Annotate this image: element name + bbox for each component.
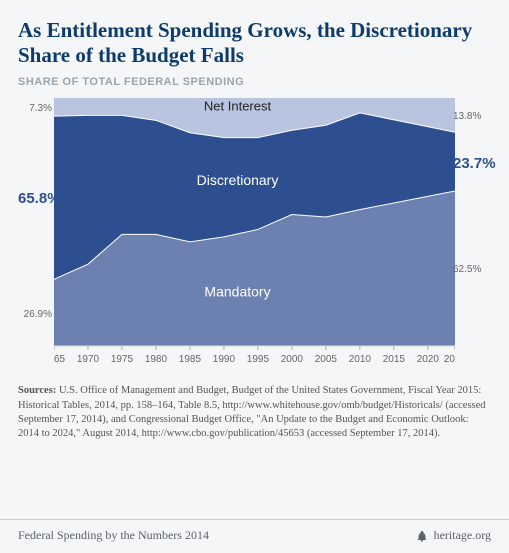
chart-subtitle: SHARE OF TOTAL FEDERAL SPENDING xyxy=(18,76,491,88)
x-tick-label: 1970 xyxy=(77,354,100,365)
left-value-label: 65.8% xyxy=(18,190,52,207)
sources-body: U.S. Office of Management and Budget, Bu… xyxy=(18,385,486,439)
right-value-label: 62.5% xyxy=(453,264,491,275)
sources-text: Sources: U.S. Office of Management and B… xyxy=(18,384,491,441)
left-value-label: 26.9% xyxy=(18,309,52,320)
x-tick-label: 1995 xyxy=(247,354,270,365)
layer-label: Mandatory xyxy=(204,284,270,300)
footer-right: heritage.org xyxy=(434,528,491,543)
left-value-label: 7.3% xyxy=(18,103,52,114)
sources-label: Sources: xyxy=(18,385,56,396)
right-value-label: 23.7% xyxy=(453,155,491,172)
x-tick-label: 1975 xyxy=(111,354,134,365)
footer-left: Federal Spending by the Numbers 2014 xyxy=(18,528,209,543)
x-tick-label: 1980 xyxy=(145,354,168,365)
x-tick-label: 2010 xyxy=(349,354,372,365)
x-tick-label: 1985 xyxy=(179,354,202,365)
layer-label: Discretionary xyxy=(197,172,279,188)
x-tick-label: 2015 xyxy=(383,354,406,365)
layer-label: Net Interest xyxy=(204,99,272,114)
bell-icon xyxy=(416,530,428,542)
right-value-label: 13.8% xyxy=(453,111,491,122)
chart-plot-area: 1965 1970 1975 1980 1985 1990 1995 2000 2005 2010… xyxy=(54,98,455,366)
x-tick-label: 2005 xyxy=(315,354,338,365)
footer: Federal Spending by the Numbers 2014 her… xyxy=(0,519,509,553)
chart-wrap: 1965 1970 1975 1980 1985 1990 1995 2000 2005 2010… xyxy=(18,98,491,366)
x-tick-label: 2020 xyxy=(417,354,440,365)
x-tick-label: 2024 xyxy=(444,354,455,365)
stacked-area-chart: 1965 1970 1975 1980 1985 1990 1995 2000 2005 2010… xyxy=(54,98,455,366)
x-tick-label: 1990 xyxy=(213,354,236,365)
x-tick-label: 2000 xyxy=(281,354,304,365)
x-tick-label: 1965 xyxy=(54,354,66,365)
chart-container: As Entitlement Spending Grows, the Discr… xyxy=(0,0,509,553)
chart-title: As Entitlement Spending Grows, the Discr… xyxy=(18,18,491,68)
